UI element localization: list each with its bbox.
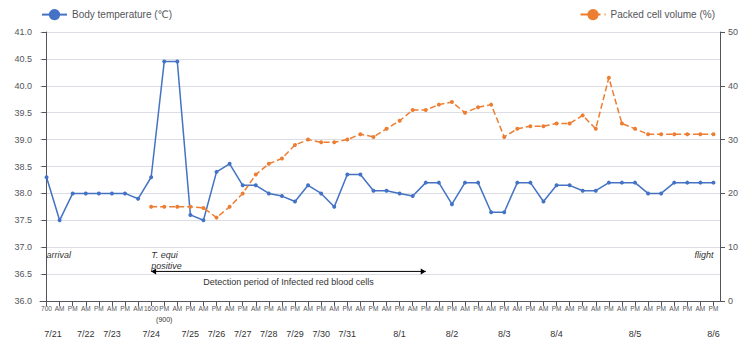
svg-text:AM: AM — [617, 305, 627, 312]
svg-text:PM: PM — [68, 305, 78, 312]
svg-text:7/24: 7/24 — [142, 329, 160, 339]
svg-text:PM: PM — [709, 305, 719, 312]
svg-text:PM: PM — [447, 305, 457, 312]
svg-text:Packed cell volume (%): Packed cell volume (%) — [611, 9, 715, 20]
svg-text:AM: AM — [696, 305, 706, 312]
svg-text:50: 50 — [728, 27, 738, 37]
svg-text:7/28: 7/28 — [260, 329, 278, 339]
svg-text:37.5: 37.5 — [14, 215, 32, 225]
svg-text:37.0: 37.0 — [14, 242, 32, 252]
svg-text:AM: AM — [277, 305, 287, 312]
svg-text:AM: AM — [251, 305, 261, 312]
svg-text:AM: AM — [303, 305, 313, 312]
svg-text:7/25: 7/25 — [182, 329, 200, 339]
svg-text:PM: PM — [212, 305, 222, 312]
svg-text:positive: positive — [151, 260, 182, 271]
svg-text:8/4: 8/4 — [550, 329, 563, 339]
svg-text:PM: PM — [316, 305, 326, 312]
svg-text:38.0: 38.0 — [14, 188, 32, 198]
svg-text:PM: PM — [238, 305, 248, 312]
svg-text:36.5: 36.5 — [14, 269, 32, 279]
svg-text:arrival: arrival — [47, 250, 73, 260]
svg-text:38.5: 38.5 — [14, 162, 32, 172]
svg-text:PM: PM — [526, 305, 536, 312]
svg-text:7/27: 7/27 — [234, 329, 252, 339]
svg-text:AM: AM — [434, 305, 444, 312]
svg-text:PM: PM — [395, 305, 405, 312]
svg-text:39.5: 39.5 — [14, 108, 32, 118]
svg-text:AM: AM — [81, 305, 91, 312]
svg-text:40.5: 40.5 — [14, 54, 32, 64]
svg-text:PM: PM — [120, 305, 130, 312]
svg-text:10: 10 — [728, 242, 738, 252]
svg-text:8/3: 8/3 — [498, 329, 511, 339]
svg-text:AM: AM — [486, 305, 496, 312]
svg-text:AM: AM — [199, 305, 209, 312]
svg-text:AM: AM — [643, 305, 653, 312]
svg-text:7/21: 7/21 — [44, 329, 62, 339]
svg-text:8/1: 8/1 — [393, 329, 406, 339]
svg-text:PM: PM — [264, 305, 274, 312]
svg-text:Body temperature (℃): Body temperature (℃) — [72, 9, 172, 20]
svg-text:PM: PM — [290, 305, 300, 312]
svg-text:41.0: 41.0 — [14, 27, 32, 37]
svg-text:AM: AM — [55, 305, 65, 312]
svg-text:PM: PM — [94, 305, 104, 312]
svg-text:7/31: 7/31 — [339, 329, 357, 339]
svg-text:8/5: 8/5 — [629, 329, 642, 339]
svg-text:AM: AM — [133, 305, 143, 312]
svg-text:AM: AM — [669, 305, 679, 312]
svg-text:700: 700 — [41, 305, 52, 312]
svg-text:PM: PM — [369, 305, 379, 312]
svg-text:flight: flight — [694, 250, 714, 260]
svg-text:PM: PM — [682, 305, 692, 312]
svg-text:AM: AM — [512, 305, 522, 312]
svg-text:PM: PM — [552, 305, 562, 312]
svg-text:PM: PM — [473, 305, 483, 312]
svg-text:T. equi: T. equi — [151, 250, 179, 260]
svg-text:PM: PM — [656, 305, 666, 312]
svg-text:39.0: 39.0 — [14, 135, 32, 145]
svg-text:7/22: 7/22 — [77, 329, 95, 339]
svg-text:PM: PM — [499, 305, 509, 312]
svg-text:Detection period of Infected r: Detection period of Infected red blood c… — [203, 277, 374, 287]
svg-text:AM: AM — [565, 305, 575, 312]
svg-text:PM: PM — [186, 305, 196, 312]
svg-text:AM: AM — [382, 305, 392, 312]
svg-text:AM: AM — [460, 305, 470, 312]
svg-text:AM: AM — [408, 305, 418, 312]
svg-text:PM: PM — [421, 305, 431, 312]
svg-text:AM: AM — [172, 305, 182, 312]
svg-text:0: 0 — [728, 296, 733, 306]
svg-text:AM: AM — [107, 305, 117, 312]
svg-text:PM: PM — [630, 305, 640, 312]
svg-text:PM: PM — [578, 305, 588, 312]
svg-text:7/26: 7/26 — [208, 329, 226, 339]
svg-text:8/6: 8/6 — [707, 329, 720, 339]
svg-text:7/29: 7/29 — [286, 329, 304, 339]
svg-text:PM: PM — [604, 305, 614, 312]
svg-text:AM: AM — [591, 305, 601, 312]
svg-text:36.0: 36.0 — [14, 296, 32, 306]
svg-text:1600: 1600 — [144, 305, 159, 312]
svg-text:AM: AM — [329, 305, 339, 312]
svg-text:40.0: 40.0 — [14, 81, 32, 91]
svg-text:7/23: 7/23 — [103, 329, 121, 339]
svg-text:PM: PM — [159, 305, 169, 312]
svg-text:AM: AM — [225, 305, 235, 312]
svg-text:40: 40 — [728, 81, 738, 91]
svg-text:(900): (900) — [156, 316, 172, 324]
svg-text:30: 30 — [728, 135, 738, 145]
svg-text:8/2: 8/2 — [446, 329, 459, 339]
svg-text:PM: PM — [342, 305, 352, 312]
svg-text:20: 20 — [728, 188, 738, 198]
svg-text:AM: AM — [356, 305, 366, 312]
svg-text:AM: AM — [539, 305, 549, 312]
svg-text:7/30: 7/30 — [312, 329, 330, 339]
